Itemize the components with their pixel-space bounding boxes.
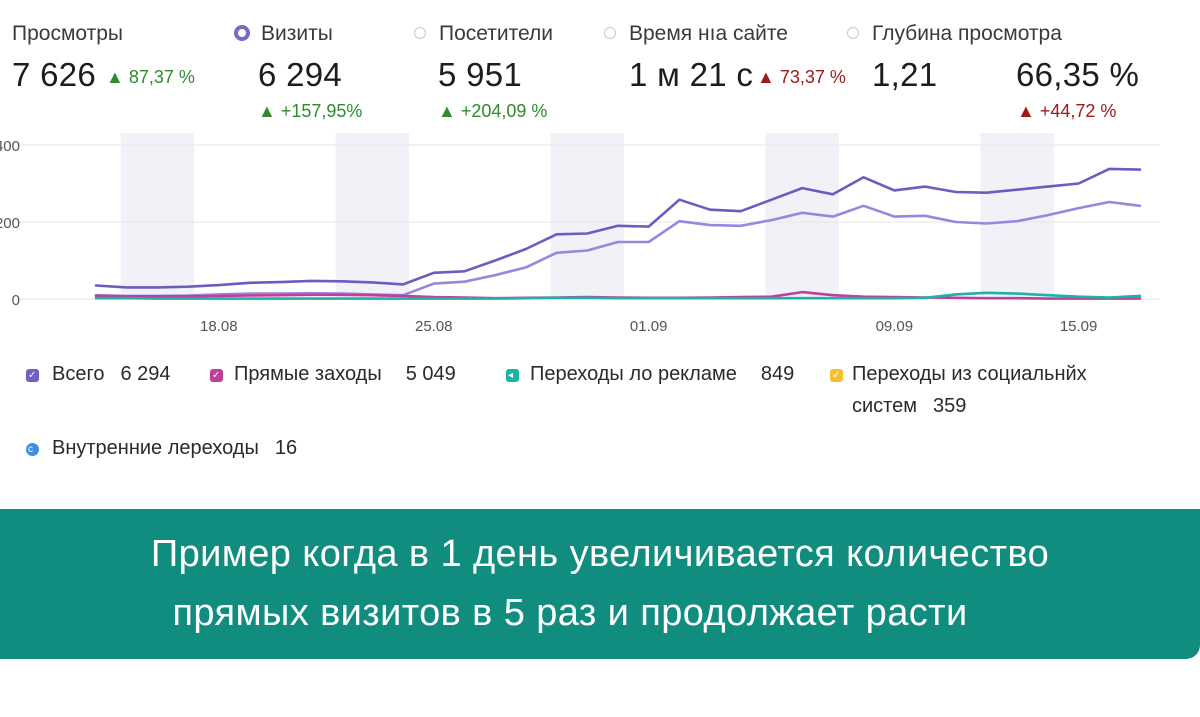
legend-social-value: 359 — [932, 395, 967, 417]
metrics-bar: Просмотры 7 626 ▲ 87,37 % Визиты 6 294 ▲… — [0, 0, 1200, 130]
legend-direct-label: Прямые заходы — [234, 363, 382, 385]
time-radio-icon[interactable] — [604, 27, 616, 39]
legend-total-value: 6 294 — [120, 363, 171, 385]
legend-item-social-line2: систем 359 — [852, 395, 966, 418]
weekend-band-2 — [550, 133, 624, 299]
metric-bounce-delta: ▲ +44,72 % — [1017, 101, 1117, 121]
legend-item-internal[interactable]: c Внутренние лереходы 16 — [26, 437, 297, 460]
x-tick-label-3: 09.09 — [876, 318, 914, 335]
caption-line-1: Пример когда в 1 день увеличивается коли… — [150, 533, 1050, 575]
metric-views-value: 7 626 — [12, 56, 97, 93]
series-line-3 — [94, 291, 1142, 300]
ads-checkbox-icon[interactable]: ◂ — [506, 369, 519, 382]
internal-checkbox-icon[interactable]: c — [26, 443, 39, 456]
y-tick-label-1: 200 — [0, 215, 20, 232]
depth-radio-icon[interactable] — [847, 27, 859, 39]
legend-ads-value: 849 — [760, 363, 795, 385]
metric-time-value: 1 м 21 с — [629, 56, 754, 93]
chart-legend: ✓ Всего 6 294 ✓ Прямые заходы 5 049 ◂ Пере… — [0, 355, 1200, 475]
caption-banner: Пример когда в 1 день увеличивается коли… — [0, 509, 1200, 659]
metric-depth-value: 1,21 — [872, 56, 938, 93]
weekend-band-0 — [120, 133, 195, 299]
x-tick-label-1: 25.08 — [415, 318, 453, 335]
metric-visits-value: 6 294 — [258, 56, 343, 93]
metric-bounce-value: 66,35 % — [1016, 56, 1140, 93]
metric-views-delta: ▲ 87,37 % — [106, 67, 195, 87]
x-tick-label-4: 15.09 — [1060, 318, 1098, 335]
metric-visits-delta: ▲ +157,95% — [258, 101, 363, 121]
series-line-1 — [94, 200, 1142, 298]
legend-social-label: Переходы из социальнйх — [852, 363, 1087, 385]
metric-views-label: Просмотры — [12, 22, 123, 45]
legend-internal-label: Внутренние лереходы — [52, 437, 259, 459]
legend-item-direct[interactable]: ✓ Прямые заходы 5 049 — [210, 363, 456, 386]
metric-time-delta: ▲ 73,37 % — [757, 67, 846, 87]
total-checkbox-icon[interactable]: ✓ — [26, 369, 39, 382]
legend-item-social[interactable]: ✓ Переходы из социальнйх — [830, 363, 1087, 386]
y-tick-label-0: 0 — [12, 292, 20, 309]
metric-visitors-delta: ▲ +204,09 % — [438, 101, 548, 121]
legend-social-label2: систем — [852, 395, 917, 417]
legend-ads-label: Переходы ло рекламе — [530, 363, 737, 385]
series-line-0 — [94, 167, 1142, 289]
y-tick-label-2: 400 — [0, 138, 20, 155]
metric-visits-label: Визиты — [261, 22, 333, 45]
x-tick-label-2: 01.09 — [630, 318, 668, 335]
visits-radio-icon[interactable] — [234, 25, 250, 41]
direct-checkbox-icon[interactable]: ✓ — [210, 369, 223, 382]
visitors-radio-icon[interactable] — [414, 27, 426, 39]
metric-time-label: Время нıа сайте — [629, 22, 788, 45]
metric-visitors-label: Посетители — [439, 22, 553, 45]
legend-total-label: Всего — [52, 363, 105, 385]
weekend-band-1 — [335, 133, 410, 299]
visits-line-chart: 0 200 400 18.08 25.08 01.09 09.09 15.09 — [0, 133, 1160, 335]
x-tick-label-0: 18.08 — [200, 318, 238, 335]
social-checkbox-icon[interactable]: ✓ — [830, 369, 843, 382]
metric-depth-label: Глубина просмотра — [872, 22, 1062, 45]
legend-item-total[interactable]: ✓ Всего 6 294 — [26, 363, 171, 386]
legend-item-ads[interactable]: ◂ Переходы ло рекламе 849 — [506, 363, 794, 386]
metric-visitors-value: 5 951 — [438, 56, 523, 93]
caption-line-2: прямых визитов в 5 раз и продолжает раст… — [172, 592, 968, 634]
legend-direct-value: 5 049 — [405, 363, 456, 385]
legend-internal-value: 16 — [274, 437, 298, 459]
